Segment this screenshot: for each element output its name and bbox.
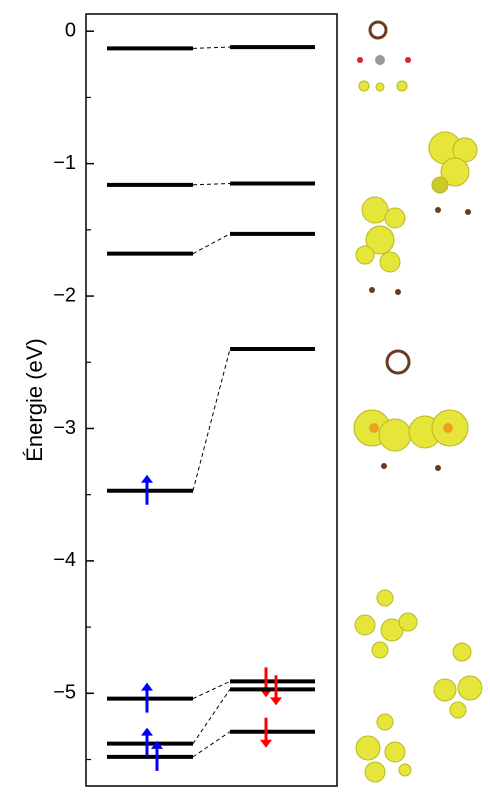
spin-arrow-head <box>141 475 153 483</box>
spin-arrow-head <box>270 697 282 705</box>
y-tick-label: −4 <box>53 549 76 571</box>
orbital-image <box>429 132 477 215</box>
page: {"chart_data": {"type": "energy_levels",… <box>0 0 490 793</box>
y-tick-label: −2 <box>53 284 76 306</box>
y-axis-label: Énergie (eV) <box>22 338 47 462</box>
spin-arrow-head <box>141 683 153 691</box>
y-tick-label: −3 <box>53 417 76 439</box>
connector <box>193 183 230 184</box>
y-tick-label: 0 <box>65 19 76 41</box>
orbital-image <box>434 643 482 718</box>
y-tick-label: −1 <box>53 152 76 174</box>
plot-frame <box>86 14 337 786</box>
connector <box>193 47 230 48</box>
orbital-images <box>354 22 482 782</box>
orbital-image <box>357 22 411 91</box>
orbital-image <box>356 714 411 782</box>
y-tick-label: −5 <box>53 682 76 704</box>
orbital-image <box>355 590 417 658</box>
chart: Énergie (eV) 0 −1 <box>0 0 490 788</box>
connector <box>193 681 230 698</box>
connector <box>193 234 230 254</box>
connector <box>193 349 230 491</box>
spin-arrow-head <box>141 728 153 736</box>
orbital-image <box>354 351 468 471</box>
spin-arrow-head <box>260 740 272 748</box>
orbital-image <box>356 197 405 295</box>
